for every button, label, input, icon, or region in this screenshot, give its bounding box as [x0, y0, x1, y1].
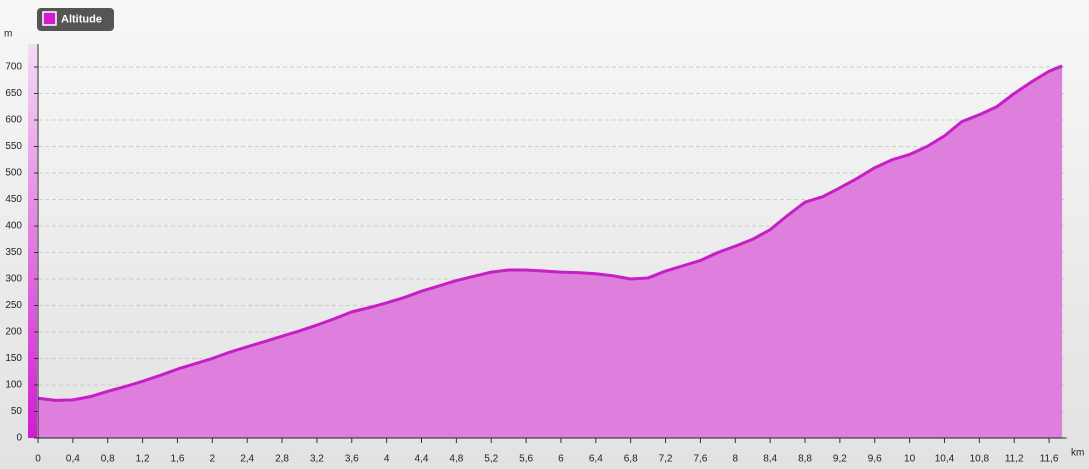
y-tick-label: 200	[5, 327, 22, 338]
x-tick-label: 8	[733, 454, 739, 465]
x-tick-label: 2	[210, 454, 216, 465]
x-tick-label: 7,6	[693, 454, 707, 465]
x-tick-label: 8,4	[763, 454, 777, 465]
x-tick-label: 1,2	[136, 454, 150, 465]
y-tick-label: 500	[5, 168, 22, 179]
y-tick-label: 300	[5, 274, 22, 285]
x-tick-label: 10,8	[970, 454, 990, 465]
legend-swatch	[42, 11, 57, 26]
y-tick-label: 100	[5, 380, 22, 391]
x-tick-label: 8,8	[798, 454, 812, 465]
x-tick-label: 6,4	[589, 454, 603, 465]
y-tick-label: 450	[5, 194, 22, 205]
x-tick-label: 5,2	[484, 454, 498, 465]
x-tick-label: 11,6	[1040, 454, 1059, 465]
x-tick-label: 2,4	[240, 454, 254, 465]
legend-label: Altitude	[61, 13, 102, 25]
y-tick-label: 150	[5, 353, 22, 364]
y-tick-label: 250	[5, 300, 22, 311]
x-tick-label: 0,8	[101, 454, 115, 465]
area-fill	[38, 65, 1063, 438]
x-tick-label: 7,2	[659, 454, 673, 465]
y-tick-label: 0	[16, 433, 22, 444]
y-tick-label: 650	[5, 88, 22, 99]
x-tick-label: 0,4	[66, 454, 80, 465]
y-tick-label: 50	[11, 406, 23, 417]
area-line	[37, 64, 1063, 402]
x-tick-label: 9,2	[833, 454, 847, 465]
x-tick-label: 3,2	[310, 454, 324, 465]
x-tick-label: 0	[35, 454, 41, 465]
x-tick-label: 4,8	[449, 454, 463, 465]
color-scale	[28, 44, 37, 438]
x-tick-label: 6,8	[624, 454, 638, 465]
y-tick-label: 400	[5, 221, 22, 232]
y-tick-label: 700	[5, 62, 22, 73]
x-tick-label: 10	[904, 454, 916, 465]
x-tick-label: 3,6	[345, 454, 359, 465]
x-tick-label: 4	[384, 454, 390, 465]
x-tick-label: 5,6	[519, 454, 533, 465]
x-tick-label: 2,8	[275, 454, 289, 465]
y-tick-label: 350	[5, 247, 22, 258]
x-tick-label: 10,4	[935, 454, 955, 465]
x-tick-label: 11,2	[1005, 454, 1024, 465]
y-axis-label: m	[4, 29, 12, 40]
x-tick-label: 9,6	[868, 454, 882, 465]
y-tick-label: 550	[5, 141, 22, 152]
x-axis-label: km	[1071, 448, 1084, 459]
y-tick-label: 600	[5, 115, 22, 126]
x-tick-label: 4,4	[415, 454, 429, 465]
x-tick-label: 1,6	[171, 454, 185, 465]
x-tick-label: 6	[558, 454, 564, 465]
